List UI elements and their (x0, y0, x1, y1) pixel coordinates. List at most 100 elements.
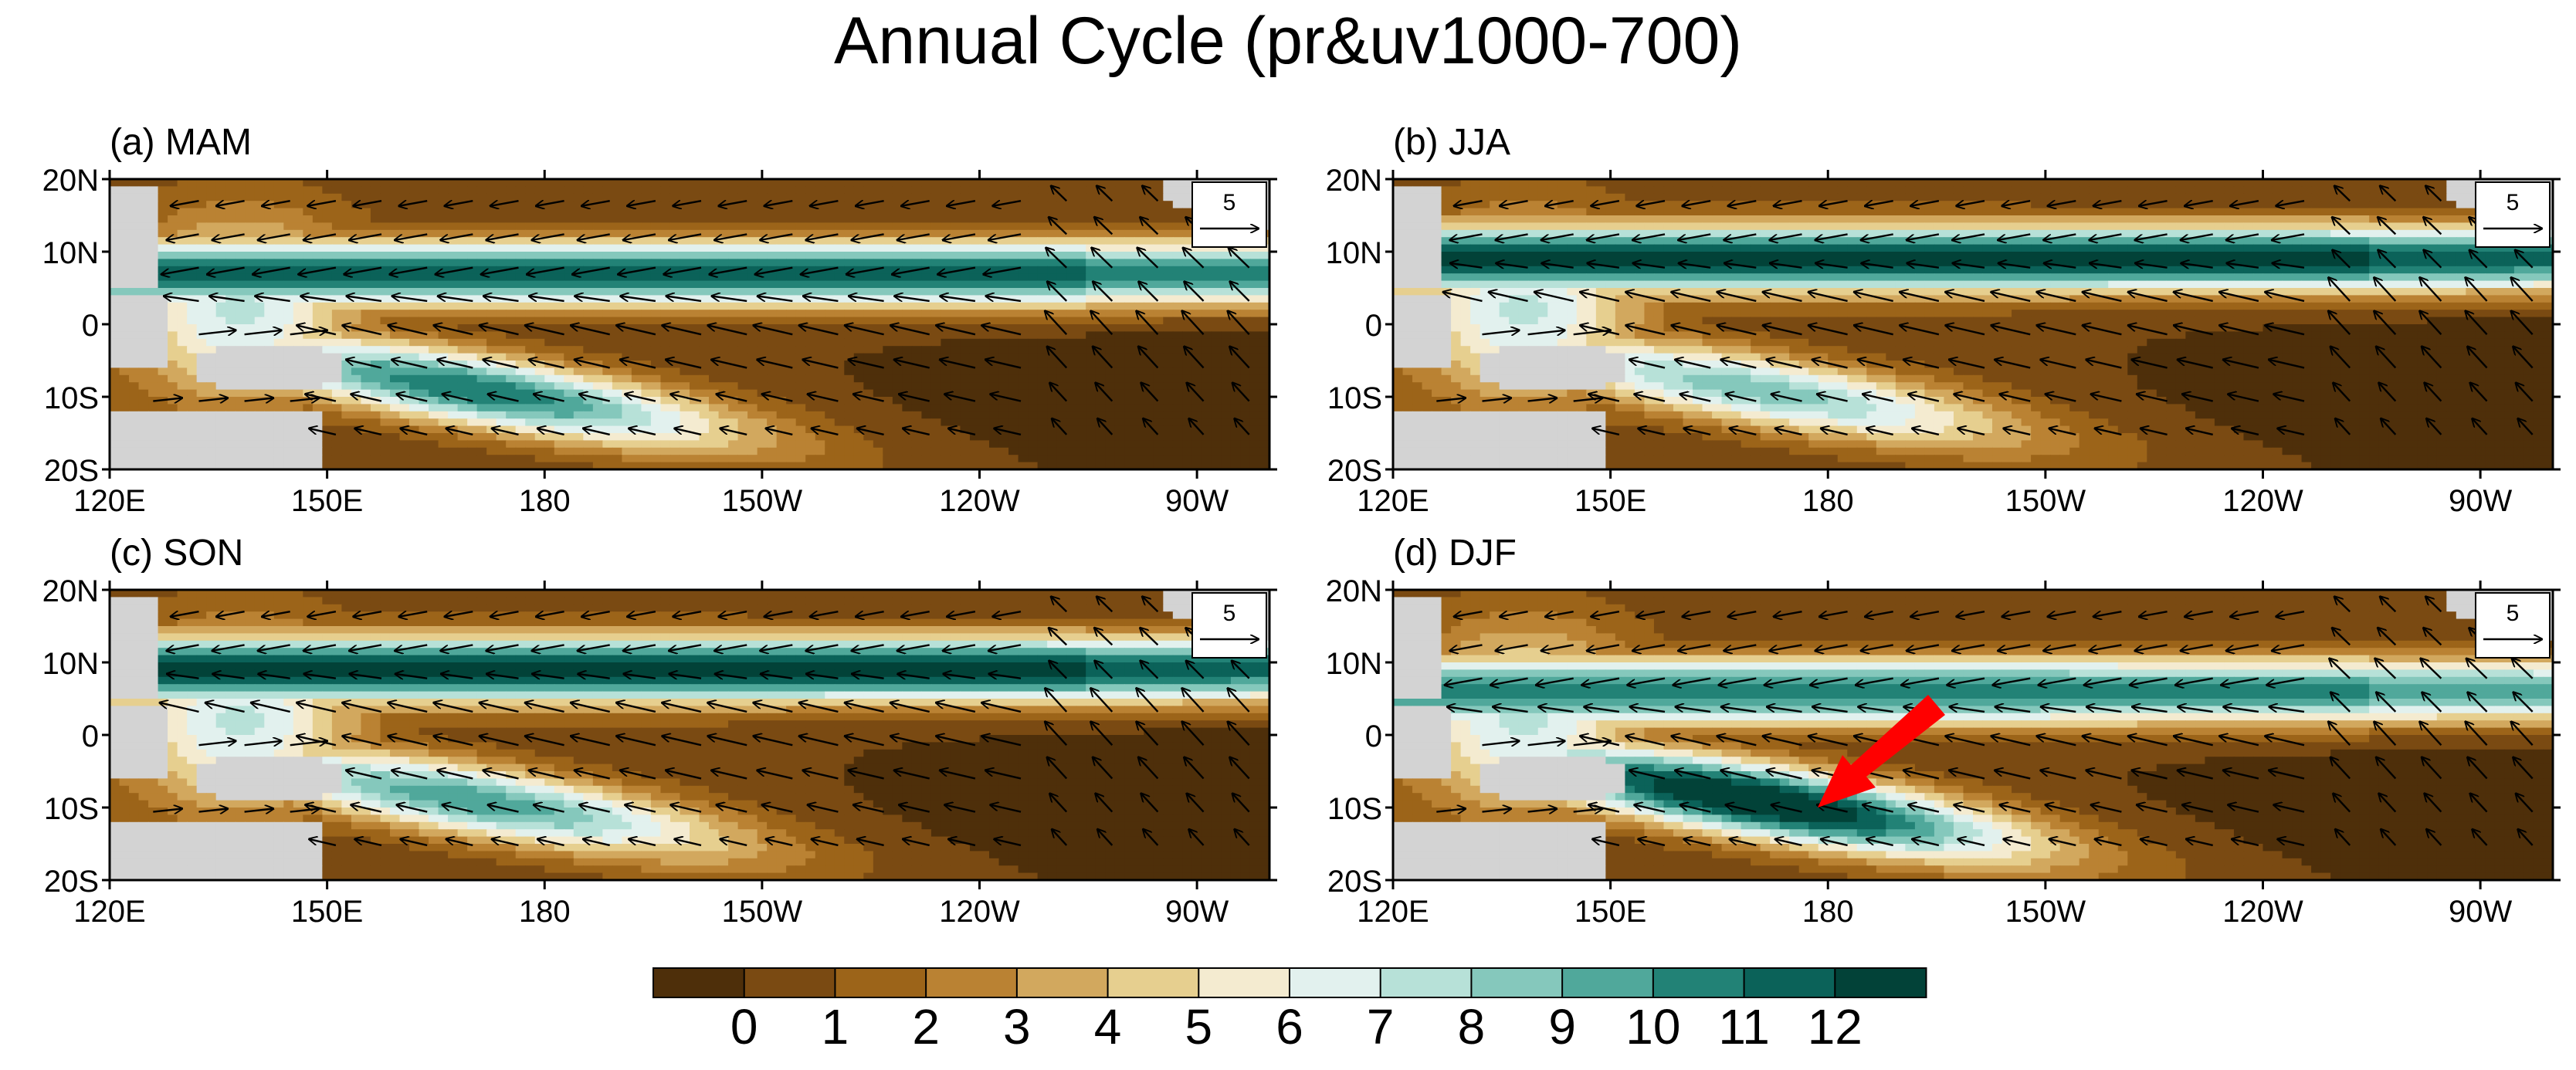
precip-cell (592, 186, 603, 195)
precip-cell (1114, 310, 1125, 318)
precip-cell (892, 346, 903, 354)
precip-cell (795, 295, 806, 303)
precip-cell (1028, 440, 1039, 449)
precip-cell (245, 215, 256, 223)
precip-cell (177, 374, 188, 383)
precip-cell (573, 404, 584, 412)
wind-vector (446, 428, 473, 436)
precip-cell (737, 389, 748, 398)
wind-vector (845, 325, 884, 336)
precip-cell (564, 346, 575, 354)
precip-cell (853, 179, 864, 187)
precip-cell (825, 310, 836, 318)
precip-cell (1134, 331, 1144, 340)
precip-cell (235, 244, 246, 252)
precip-cell (969, 418, 981, 427)
precip-cell (148, 229, 159, 238)
precip-cell (930, 280, 942, 289)
precip-cell (690, 215, 700, 223)
precip-cell (776, 324, 787, 332)
precip-cell (457, 462, 468, 469)
precip-cell (361, 433, 371, 441)
precip-cell (303, 244, 314, 252)
precip-cell (380, 201, 391, 209)
precip-cell (650, 361, 662, 368)
precip-cell (805, 411, 816, 419)
precip-cell (1144, 266, 1154, 274)
precip-cell (1018, 338, 1029, 347)
precip-cell (815, 389, 825, 398)
precip-cell (902, 295, 913, 303)
precip-cell (1211, 418, 1222, 427)
precip-cell (737, 237, 748, 245)
precip-cell (883, 201, 893, 209)
precip-cell (776, 367, 787, 376)
precip-cell (660, 186, 671, 195)
precip-cell (1056, 252, 1067, 259)
precip-cell (786, 310, 797, 318)
precip-cell (998, 179, 1009, 187)
precip-cell (1240, 295, 1251, 303)
precip-cell (1114, 397, 1125, 405)
precip-cell (969, 425, 981, 434)
precip-cell (235, 273, 246, 282)
precip-cell (1259, 259, 1269, 267)
precip-cell (1259, 389, 1269, 398)
precip-cell (1124, 280, 1135, 289)
precip-cell (641, 302, 652, 310)
precip-cell (158, 244, 168, 252)
precip-cell (737, 433, 748, 441)
precip-cell (534, 295, 545, 303)
precip-cell (341, 374, 352, 383)
wind-vector (298, 266, 337, 275)
precip-cell (409, 288, 420, 296)
precip-cell (389, 440, 401, 449)
precip-cell (1076, 302, 1086, 310)
precip-cell (1163, 193, 1174, 201)
precip-cell (129, 273, 140, 282)
precip-cell (158, 317, 168, 325)
precip-cell (1182, 367, 1193, 376)
precip-cell (534, 288, 545, 296)
precip-cell (1191, 331, 1202, 340)
precip-cell (834, 418, 845, 427)
precip-cell (1182, 259, 1193, 267)
precip-cell (264, 324, 275, 332)
precip-cell (129, 201, 140, 209)
precip-cell (457, 310, 468, 318)
precip-cell (341, 404, 352, 412)
precip-cell (641, 331, 652, 340)
precip-cell (129, 288, 140, 296)
reference-vector-box (1191, 181, 1267, 248)
precip-cell (399, 433, 410, 441)
precip-cell (1066, 361, 1077, 368)
precip-cell (110, 317, 120, 325)
precip-cell (293, 346, 303, 354)
precip-cell (1240, 374, 1251, 383)
precip-cell (554, 193, 564, 201)
precip-cell (293, 310, 303, 318)
precip-cell (1153, 310, 1164, 318)
precip-cell (718, 193, 729, 201)
precip-cell (709, 302, 720, 310)
precip-cell (293, 447, 303, 455)
precip-cell (680, 338, 690, 347)
precip-cell (351, 440, 362, 449)
precip-cell (303, 447, 314, 455)
precip-cell (1056, 447, 1067, 455)
precip-cell (254, 455, 265, 463)
precip-cell (612, 382, 622, 391)
precip-cell (941, 280, 951, 289)
precip-cell (844, 411, 855, 419)
precip-cell (486, 215, 497, 223)
precip-cell (892, 397, 903, 405)
precip-cell (564, 425, 575, 434)
precip-cell (669, 353, 681, 361)
precip-cell (399, 229, 410, 238)
precip-cell (283, 455, 294, 463)
precip-cell (564, 317, 575, 325)
precip-cell (215, 288, 226, 296)
precip-cell (1028, 324, 1039, 332)
precip-cell (225, 367, 236, 376)
precip-cell (834, 382, 845, 391)
